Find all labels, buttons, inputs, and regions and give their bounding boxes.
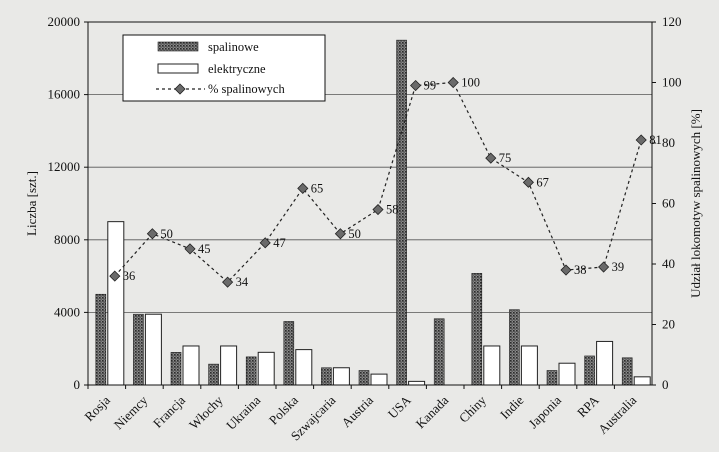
bar-spalinowe	[621, 357, 633, 386]
bar-spalinowe	[321, 367, 332, 386]
pct-marker	[109, 270, 121, 282]
bar-spalinowe	[245, 356, 257, 386]
pct-marker	[598, 261, 610, 273]
legend-label-pct: % spalinowych	[208, 82, 285, 96]
pct-data-label: 34	[236, 275, 249, 289]
pct-marker	[334, 228, 346, 240]
y-tick-label: 8000	[54, 232, 80, 247]
bar-spalinowe	[208, 363, 219, 386]
pct-data-label: 50	[348, 227, 361, 241]
pct-marker	[485, 152, 497, 164]
bar-spalinowe	[433, 318, 445, 386]
y2-tick-label: 80	[662, 135, 675, 150]
pct-marker	[522, 176, 534, 188]
bar-elektryczne	[182, 345, 200, 386]
bar-elektryczne	[332, 367, 350, 386]
bar-spalinowe	[283, 321, 295, 386]
legend-label-spalinowe: spalinowe	[208, 40, 259, 54]
y-tick-label: 0	[74, 377, 81, 392]
legend-swatch-elektryczne	[157, 63, 199, 74]
pct-marker	[410, 79, 422, 92]
pct-data-label: 38	[574, 263, 587, 277]
y-tick-label: 12000	[48, 159, 81, 174]
pct-data-label: 50	[160, 227, 173, 241]
bar-elektryczne	[144, 313, 162, 386]
pct-data-label: 100	[461, 76, 480, 90]
bar-elektryczne	[596, 340, 614, 386]
bar-spalinowe	[584, 355, 595, 386]
y-axis-title: Liczba [szt.]	[24, 171, 39, 236]
pct-marker	[184, 243, 196, 255]
bar-spalinowe	[170, 352, 182, 386]
pct-marker	[146, 228, 158, 240]
pct-marker	[447, 76, 459, 89]
pct-marker	[297, 182, 309, 194]
bar-spalinowe	[358, 370, 370, 386]
bar-elektryczne	[107, 221, 125, 386]
pct-marker	[222, 276, 234, 288]
bar-spalinowe	[546, 370, 558, 386]
pct-data-label: 81	[649, 133, 662, 147]
pct-marker	[259, 237, 271, 249]
bar-elektryczne	[408, 380, 426, 386]
legend-marker-pct	[174, 83, 186, 95]
y-tick-label: 4000	[54, 304, 80, 319]
y2-tick-label: 20	[662, 317, 675, 332]
y2-tick-label: 60	[662, 196, 675, 211]
y2-tick-label: 0	[662, 377, 669, 392]
bar-elektryczne	[370, 373, 388, 386]
y2-tick-label: 100	[662, 75, 682, 90]
pct-marker	[560, 264, 572, 276]
bar-spalinowe	[471, 273, 483, 386]
bars	[95, 39, 651, 386]
bar-elektryczne	[520, 345, 538, 386]
pct-data-label: 36	[123, 269, 136, 283]
bar-elektryczne	[483, 345, 501, 386]
legend-box	[122, 34, 326, 102]
bar-elektryczne	[633, 376, 651, 386]
bar-spalinowe	[95, 293, 107, 386]
legend-swatch-spalinowe	[157, 41, 199, 52]
pct-data-label: 45	[198, 242, 211, 256]
bar-elektryczne	[257, 351, 275, 386]
pct-marker	[635, 134, 647, 146]
pct-data-label: 65	[311, 181, 324, 195]
pct-data-label: 99	[424, 79, 437, 93]
y-tick-label: 20000	[48, 14, 81, 29]
pct-data-label: 67	[536, 175, 549, 189]
pct-data-label: 39	[612, 260, 625, 274]
y2-axis-title: Udział lokomotyw spalinowych [%]	[688, 109, 703, 298]
y-tick-label: 16000	[48, 87, 81, 102]
y2-tick-label: 120	[662, 14, 682, 29]
y2-tick-label: 40	[662, 256, 675, 271]
bar-spalinowe	[133, 313, 144, 386]
pct-data-label: 47	[273, 236, 286, 250]
bar-elektryczne	[558, 362, 576, 386]
legend: spalinowe elektryczne % spalinowych	[122, 34, 326, 102]
bar-elektryczne	[295, 349, 313, 386]
legend-label-elektryczne: elektryczne	[208, 62, 266, 76]
bar-spalinowe	[509, 309, 520, 386]
bar-elektryczne	[220, 345, 238, 386]
pct-data-label: 58	[386, 203, 399, 217]
pct-marker	[372, 203, 384, 216]
pct-data-label: 75	[499, 151, 512, 165]
